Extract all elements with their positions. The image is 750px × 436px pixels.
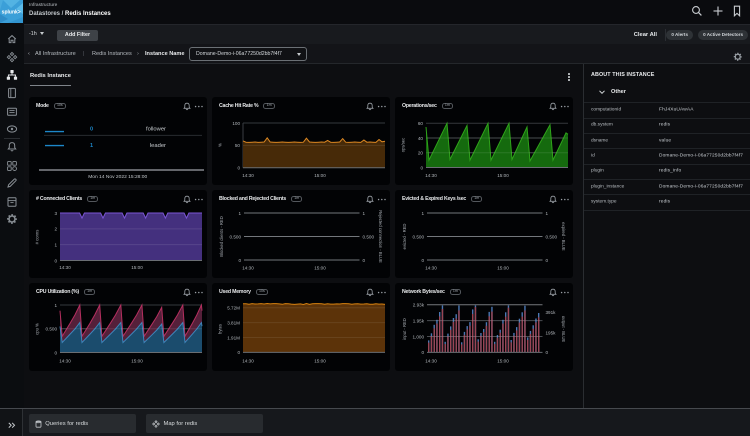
svg-text:1,000: 1,000 <box>413 334 425 339</box>
svg-text:0: 0 <box>421 258 424 263</box>
svg-text:Mon 14 Nov 2022 15:28:00: Mon 14 Nov 2022 15:28:00 <box>88 174 147 180</box>
svg-text:1: 1 <box>54 303 57 308</box>
svg-text:100: 100 <box>232 121 240 126</box>
svg-text:0: 0 <box>420 165 423 170</box>
svg-text:1: 1 <box>421 211 424 216</box>
svg-text:0: 0 <box>421 350 424 355</box>
svg-text:%: % <box>218 143 223 147</box>
svg-text:2.93k: 2.93k <box>413 303 425 308</box>
svg-text:Blocked clients - RED: Blocked clients - RED <box>219 216 224 257</box>
svg-text:14:30: 14:30 <box>242 266 254 271</box>
svg-text:leader: leader <box>150 143 166 149</box>
svg-text:20: 20 <box>418 151 424 156</box>
svg-text:1: 1 <box>363 211 366 216</box>
svg-text:0.500: 0.500 <box>46 327 58 332</box>
svg-text:0.500: 0.500 <box>230 234 242 239</box>
svg-text:14:30: 14:30 <box>425 266 437 271</box>
svg-text:splunk>: splunk> <box>2 10 21 16</box>
svg-text:expired - BLUE: expired - BLUE <box>561 222 566 251</box>
svg-text:1: 1 <box>90 143 93 149</box>
svg-text:15:00: 15:00 <box>314 173 326 178</box>
svg-text:cpu %: cpu % <box>35 323 40 335</box>
svg-text:0: 0 <box>54 258 57 263</box>
svg-text:0: 0 <box>237 350 240 355</box>
svg-text:40: 40 <box>418 136 424 141</box>
svg-text:0.500: 0.500 <box>546 234 558 239</box>
svg-text:50: 50 <box>235 143 241 148</box>
svg-text:Rejected connection - BLUE: Rejected connection - BLUE <box>378 210 383 263</box>
svg-text:14:30: 14:30 <box>425 358 437 363</box>
svg-text:15:00: 15:00 <box>497 173 509 178</box>
svg-text:0: 0 <box>363 258 366 263</box>
svg-text:14:30: 14:30 <box>59 358 71 363</box>
svg-text:0: 0 <box>546 350 549 355</box>
svg-text:60: 60 <box>418 121 424 126</box>
svg-text:15:00: 15:00 <box>131 265 143 270</box>
svg-text:391k: 391k <box>546 310 557 315</box>
svg-text:1: 1 <box>54 242 57 247</box>
svg-text:evicted - RED: evicted - RED <box>402 224 407 250</box>
svg-text:ops/sec: ops/sec <box>401 138 406 152</box>
svg-text:0: 0 <box>54 350 57 355</box>
svg-text:0.500: 0.500 <box>363 234 375 239</box>
svg-text:14:30: 14:30 <box>59 265 71 270</box>
svg-text:0: 0 <box>237 166 240 171</box>
svg-text:15:00: 15:00 <box>314 358 326 363</box>
svg-text:0: 0 <box>90 127 93 133</box>
svg-text:2: 2 <box>54 227 57 232</box>
svg-text:0: 0 <box>546 258 549 263</box>
svg-text:1: 1 <box>238 211 241 216</box>
svg-text:15:00: 15:00 <box>131 358 143 363</box>
svg-text:5.72M: 5.72M <box>227 306 240 311</box>
svg-text:0: 0 <box>238 258 241 263</box>
svg-text:1: 1 <box>546 211 549 216</box>
svg-text:15:00: 15:00 <box>497 266 509 271</box>
svg-text:3: 3 <box>54 211 57 216</box>
svg-text:195k: 195k <box>546 330 557 335</box>
svg-text:follower: follower <box>146 127 166 133</box>
svg-text:1.95k: 1.95k <box>413 318 425 323</box>
svg-text:3.81M: 3.81M <box>227 320 240 325</box>
svg-text:14:30: 14:30 <box>425 173 437 178</box>
svg-text:bytes: bytes <box>218 324 223 334</box>
svg-text:input - RED: input - RED <box>402 318 407 340</box>
svg-text:14:30: 14:30 <box>242 173 254 178</box>
svg-text:15:00: 15:00 <box>497 358 509 363</box>
svg-text:# conns: # conns <box>35 230 40 245</box>
svg-text:0.500: 0.500 <box>413 234 425 239</box>
svg-text:output - BLUE: output - BLUE <box>561 316 566 343</box>
svg-text:14:30: 14:30 <box>242 358 254 363</box>
svg-text:1.91M: 1.91M <box>227 335 240 340</box>
svg-text:15:00: 15:00 <box>314 266 326 271</box>
